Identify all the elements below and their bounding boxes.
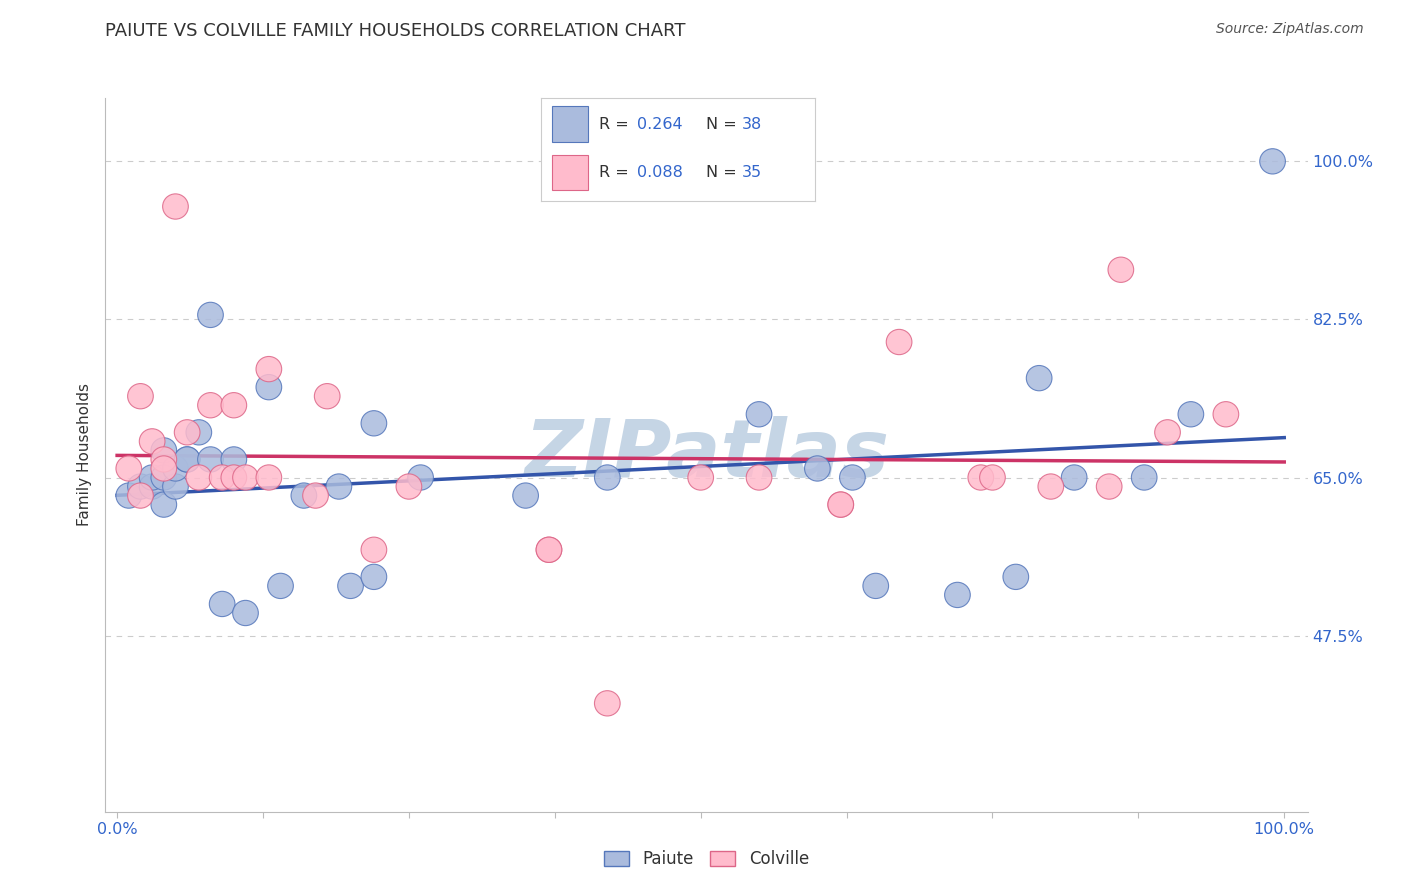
Ellipse shape <box>150 465 177 490</box>
Ellipse shape <box>1026 366 1052 391</box>
Text: ZIPatlas: ZIPatlas <box>524 416 889 494</box>
Ellipse shape <box>513 483 538 508</box>
Ellipse shape <box>361 565 387 590</box>
Ellipse shape <box>967 465 994 490</box>
Ellipse shape <box>1038 474 1064 500</box>
Ellipse shape <box>150 438 177 463</box>
Ellipse shape <box>536 537 562 563</box>
Text: 38: 38 <box>741 117 762 132</box>
Ellipse shape <box>174 447 200 472</box>
Ellipse shape <box>163 456 188 481</box>
Bar <box>553 106 588 142</box>
Ellipse shape <box>221 392 246 417</box>
Y-axis label: Family Households: Family Households <box>77 384 93 526</box>
Text: 35: 35 <box>741 165 762 180</box>
Ellipse shape <box>198 392 224 417</box>
Ellipse shape <box>1260 149 1285 174</box>
Ellipse shape <box>128 483 153 508</box>
Text: Source: ZipAtlas.com: Source: ZipAtlas.com <box>1216 22 1364 37</box>
Text: N =: N = <box>706 117 742 132</box>
Ellipse shape <box>1213 401 1239 427</box>
Ellipse shape <box>804 456 830 481</box>
Ellipse shape <box>139 465 165 490</box>
Ellipse shape <box>128 384 153 409</box>
Ellipse shape <box>747 465 772 490</box>
Ellipse shape <box>150 456 177 481</box>
Bar <box>553 154 588 190</box>
Ellipse shape <box>536 537 562 563</box>
Ellipse shape <box>1108 257 1133 283</box>
Ellipse shape <box>256 465 281 490</box>
Ellipse shape <box>688 465 713 490</box>
Ellipse shape <box>163 474 188 500</box>
Ellipse shape <box>186 420 212 445</box>
Text: N =: N = <box>706 165 742 180</box>
Ellipse shape <box>174 420 200 445</box>
Ellipse shape <box>828 492 853 517</box>
Ellipse shape <box>1097 474 1122 500</box>
Ellipse shape <box>396 474 422 500</box>
Ellipse shape <box>139 474 165 500</box>
Ellipse shape <box>828 492 853 517</box>
Ellipse shape <box>326 474 352 500</box>
Ellipse shape <box>747 401 772 427</box>
Ellipse shape <box>267 574 294 599</box>
Ellipse shape <box>863 574 889 599</box>
Ellipse shape <box>115 456 142 481</box>
Ellipse shape <box>198 447 224 472</box>
Ellipse shape <box>1062 465 1087 490</box>
Ellipse shape <box>595 465 620 490</box>
Ellipse shape <box>291 483 316 508</box>
Ellipse shape <box>408 465 433 490</box>
Ellipse shape <box>209 465 235 490</box>
Ellipse shape <box>945 582 970 607</box>
Ellipse shape <box>186 465 212 490</box>
Ellipse shape <box>1132 465 1157 490</box>
Ellipse shape <box>256 375 281 400</box>
Ellipse shape <box>361 410 387 436</box>
Ellipse shape <box>315 384 340 409</box>
Ellipse shape <box>302 483 329 508</box>
Ellipse shape <box>221 447 246 472</box>
Ellipse shape <box>209 591 235 616</box>
Ellipse shape <box>174 447 200 472</box>
Ellipse shape <box>886 329 912 355</box>
Ellipse shape <box>980 465 1005 490</box>
Text: 0.264: 0.264 <box>637 117 683 132</box>
Ellipse shape <box>337 574 363 599</box>
Ellipse shape <box>150 492 177 517</box>
Text: 0.088: 0.088 <box>637 165 683 180</box>
Ellipse shape <box>198 302 224 327</box>
Text: R =: R = <box>599 165 634 180</box>
Text: PAIUTE VS COLVILLE FAMILY HOUSEHOLDS CORRELATION CHART: PAIUTE VS COLVILLE FAMILY HOUSEHOLDS COR… <box>105 22 686 40</box>
Ellipse shape <box>221 465 246 490</box>
Ellipse shape <box>139 429 165 454</box>
Ellipse shape <box>232 600 259 625</box>
Ellipse shape <box>232 465 259 490</box>
Ellipse shape <box>595 690 620 716</box>
Legend: Paiute, Colville: Paiute, Colville <box>598 844 815 875</box>
Ellipse shape <box>115 483 142 508</box>
Ellipse shape <box>1178 401 1204 427</box>
Ellipse shape <box>361 537 387 563</box>
Ellipse shape <box>1002 565 1029 590</box>
Text: R =: R = <box>599 117 634 132</box>
Ellipse shape <box>163 194 188 219</box>
Ellipse shape <box>256 357 281 382</box>
Ellipse shape <box>128 474 153 500</box>
Ellipse shape <box>150 447 177 472</box>
Ellipse shape <box>839 465 865 490</box>
Ellipse shape <box>1154 420 1181 445</box>
